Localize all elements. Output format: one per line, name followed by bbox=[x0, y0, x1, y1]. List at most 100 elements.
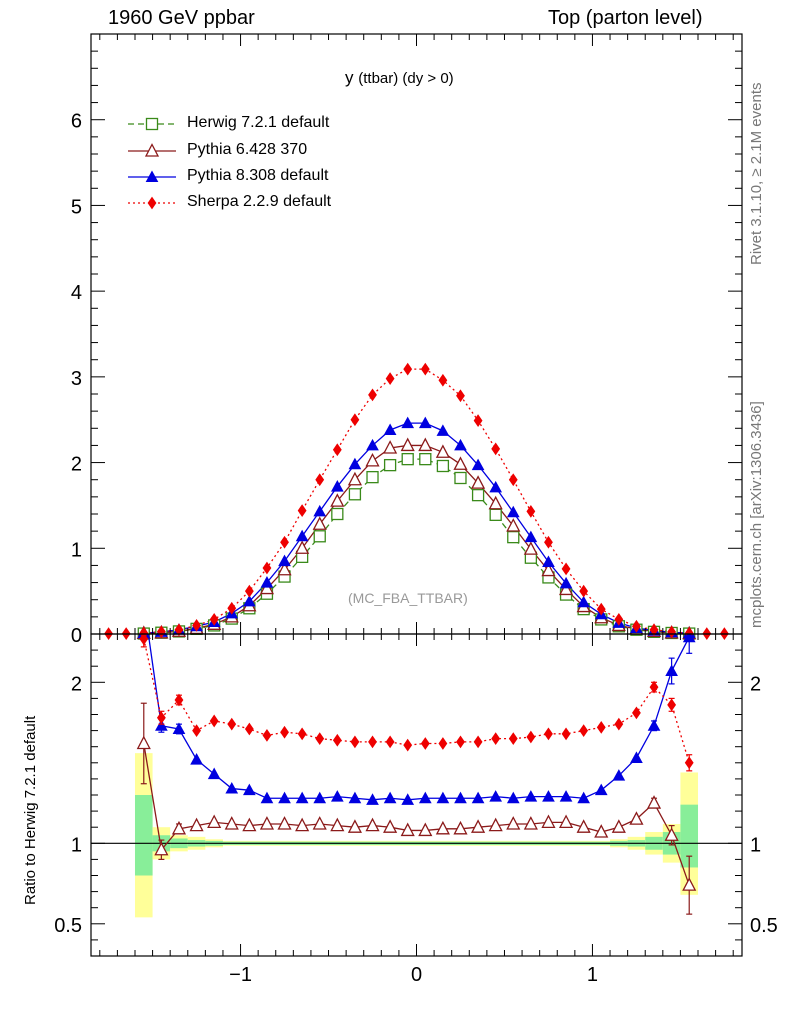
main-point-s0-17 bbox=[436, 459, 450, 473]
main-point-s2-19 bbox=[471, 458, 485, 471]
main-point-s2-21 bbox=[506, 505, 520, 518]
main-point-s1-17 bbox=[435, 444, 450, 458]
ratio-point-s2-13 bbox=[366, 793, 379, 805]
ratio-series bbox=[136, 634, 697, 915]
ratio-point-s2-9 bbox=[295, 791, 309, 804]
ratio-point-s2-4 bbox=[207, 767, 221, 780]
main-point-s1-12 bbox=[347, 471, 362, 486]
main-point-s1-14 bbox=[383, 440, 398, 454]
main-point-s2-20 bbox=[489, 480, 503, 493]
ratio-frame bbox=[90, 633, 743, 957]
ratio-point-s1-30 bbox=[664, 827, 679, 841]
ratio-point-s1-9 bbox=[295, 817, 310, 832]
ratio-point-s1-31 bbox=[682, 877, 697, 891]
legend-marker-s3 bbox=[147, 196, 157, 210]
ratio-line-s1 bbox=[143, 743, 690, 886]
ratio-point-s3-12 bbox=[350, 735, 360, 749]
ratio-point-s2-15 bbox=[401, 793, 415, 805]
main-point-s1-20 bbox=[488, 495, 503, 510]
main-point-s3-16 bbox=[420, 362, 430, 376]
ratio-point-s3-31 bbox=[684, 756, 694, 770]
main-point-s3-25 bbox=[579, 584, 589, 598]
main-point-s3-27 bbox=[614, 613, 624, 626]
main-point-s1-19 bbox=[471, 475, 486, 489]
main-point-s2-11 bbox=[330, 480, 344, 492]
main-point-s0-15 bbox=[401, 452, 414, 466]
ratio-point-s2-28 bbox=[630, 751, 643, 763]
ratio-point-s2-19 bbox=[471, 791, 485, 804]
main-point-s3-10 bbox=[315, 473, 325, 487]
main-point-s3-30 bbox=[667, 625, 677, 639]
main-line-s0 bbox=[143, 458, 690, 634]
main-point-s1-21 bbox=[506, 518, 521, 532]
ratio-point-s3-18 bbox=[456, 735, 465, 749]
ratio-point-s1-2 bbox=[171, 820, 187, 835]
main-point-s1-18 bbox=[453, 456, 468, 470]
ratio-point-s3-29 bbox=[649, 680, 659, 694]
main-point-s3-7 bbox=[262, 561, 272, 575]
ratio-point-s2-27 bbox=[612, 769, 626, 781]
ratio-point-s3-0 bbox=[139, 634, 149, 646]
ratio-point-s3-30 bbox=[667, 698, 677, 712]
main-point-s1-15 bbox=[400, 437, 415, 452]
main-point-s3-24 bbox=[561, 562, 571, 576]
ratio-point-s1-23 bbox=[541, 814, 556, 829]
main-point-s3-22 bbox=[526, 505, 536, 518]
main-point-s1-22 bbox=[523, 541, 538, 555]
main-point-s3-8 bbox=[280, 535, 289, 549]
header-left: 1960 GeV ppbar bbox=[108, 7, 255, 29]
ratio-point-s1-18 bbox=[453, 820, 468, 835]
ratio-point-s3-26 bbox=[596, 721, 606, 734]
main-point-s2-14 bbox=[383, 423, 397, 435]
plot-title-sub: (ttbar) (dy > 0) bbox=[358, 70, 454, 87]
ratio-point-s1-5 bbox=[224, 816, 239, 830]
ratio-point-s1-24 bbox=[558, 814, 574, 829]
ratio-point-s3-25 bbox=[579, 724, 589, 737]
main-point-s0-10 bbox=[313, 530, 326, 543]
main-point-s2-15 bbox=[401, 416, 415, 429]
ratio-point-s2-8 bbox=[278, 791, 291, 804]
main-point-s3-19 bbox=[473, 414, 483, 427]
ratio-point-s2-14 bbox=[383, 791, 397, 804]
main-point-s3-20 bbox=[491, 442, 501, 456]
main-point-s0-12 bbox=[348, 488, 362, 501]
ratio-point-s3-10 bbox=[315, 732, 325, 746]
ratio-point-s1-21 bbox=[506, 816, 521, 830]
main-point-s1-24 bbox=[558, 581, 574, 596]
band-green-10 bbox=[680, 804, 699, 868]
legend-label-sherpa: Sherpa 2.2.9 default bbox=[187, 193, 332, 210]
main-point-s3-29 bbox=[649, 623, 659, 637]
main-point-s0-13 bbox=[366, 470, 379, 484]
ratio-point-s1-28 bbox=[629, 811, 644, 825]
ratio-point-s1-0 bbox=[136, 735, 151, 750]
ratio-point-s1-11 bbox=[330, 817, 345, 832]
main-ytick-label: 0 bbox=[71, 625, 82, 647]
main-point-s1-10 bbox=[312, 516, 327, 530]
ratio-point-s3-28 bbox=[632, 706, 641, 720]
ratio-point-s3-20 bbox=[491, 732, 501, 746]
main-ytick-label: 3 bbox=[71, 368, 82, 390]
main-point-s2-12 bbox=[348, 457, 362, 470]
ratio-point-s3-21 bbox=[508, 732, 518, 746]
ratio-point-s2-16 bbox=[418, 791, 432, 804]
main-frame bbox=[90, 33, 743, 635]
main-point-s2-25 bbox=[577, 595, 590, 608]
ratio-point-s2-17 bbox=[436, 791, 450, 804]
main-point-s1-11 bbox=[330, 493, 345, 507]
legend-marker-s0 bbox=[145, 117, 159, 131]
ratio-point-s3-15 bbox=[403, 738, 413, 752]
ratio-point-s2-5 bbox=[225, 782, 239, 794]
main-point-s3-13 bbox=[368, 388, 377, 402]
main-point-s2-8 bbox=[278, 554, 291, 567]
ratio-point-s1-15 bbox=[400, 822, 415, 837]
ratio-ytick-label-right: 1 bbox=[750, 834, 761, 856]
legend-marker-s1 bbox=[144, 143, 160, 157]
ratio-point-s1-12 bbox=[347, 819, 362, 833]
ratio-point-s3-17 bbox=[438, 737, 448, 750]
main-ytick-label: 1 bbox=[71, 539, 82, 561]
header-right: Top (parton level) bbox=[548, 7, 703, 29]
main-point-s1-8 bbox=[277, 561, 292, 576]
main-point-s1-16 bbox=[418, 437, 433, 452]
ratio-point-s1-16 bbox=[418, 822, 433, 837]
main-point-s0-16 bbox=[419, 452, 432, 466]
